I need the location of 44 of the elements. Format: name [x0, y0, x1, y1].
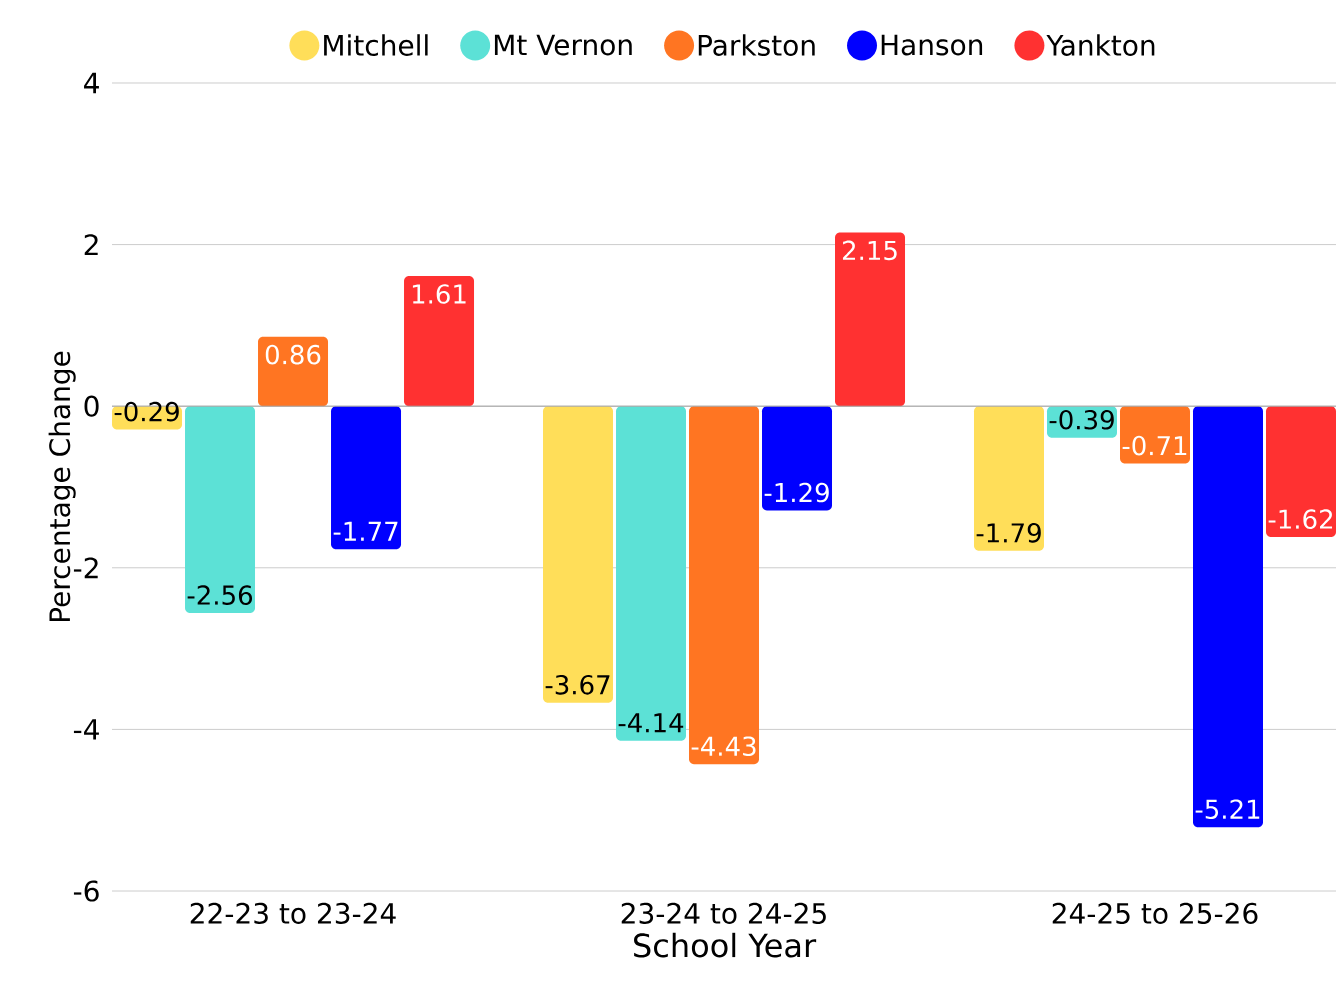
bar	[258, 336, 329, 407]
data-label: -0.39	[1049, 409, 1114, 430]
y-tick-label: -4	[73, 719, 99, 740]
y-tick-label: -6	[73, 880, 99, 902]
data-label: -2.56	[187, 585, 253, 605]
x-tick-label: 22-23 to 23-24	[190, 902, 396, 924]
x-tick-label: 24-25 to 25-26	[1052, 902, 1258, 924]
bar	[331, 406, 402, 550]
data-label: -4.14	[618, 713, 684, 733]
y-axis-title: Percentage Change	[48, 351, 76, 622]
bar	[1193, 406, 1263, 828]
data-label: -1.29	[764, 482, 829, 503]
bar	[185, 406, 256, 614]
bar	[616, 406, 687, 741]
data-label: 2.15	[842, 240, 897, 261]
legend-label: Parkston	[698, 34, 815, 56]
bar	[1120, 406, 1190, 464]
bar	[1266, 406, 1336, 538]
x-axis-title: School Year	[634, 932, 817, 958]
bar	[762, 406, 833, 511]
bar	[404, 276, 475, 407]
bar	[974, 406, 1044, 551]
x-tick-label: 23-24 to 24-25	[621, 902, 826, 924]
data-label: 1.61	[412, 284, 466, 304]
data-label: -1.62	[1268, 509, 1333, 529]
legend-label: Mitchell	[324, 34, 428, 56]
y-tick-label: 0	[84, 395, 99, 417]
bar	[689, 406, 760, 765]
y-tick-label: -2	[73, 557, 98, 579]
data-label: -3.67	[545, 674, 610, 695]
bar	[835, 232, 906, 407]
data-label: -1.77	[333, 521, 398, 541]
y-tick-label: 4	[84, 72, 99, 94]
data-label: -0.71	[1122, 435, 1187, 456]
data-label: -5.21	[1195, 799, 1260, 820]
data-label: -4.43	[691, 736, 756, 757]
legend-label: Yankton	[1046, 34, 1155, 56]
y-tick-label: 2	[84, 234, 98, 255]
data-label: -1.79	[976, 523, 1041, 543]
bar	[543, 406, 614, 703]
data-label: 0.86	[265, 344, 321, 365]
legend-label: Hanson	[881, 34, 983, 56]
legend-label: Mt Vernon	[494, 34, 632, 56]
data-label: -0.29	[114, 401, 179, 422]
